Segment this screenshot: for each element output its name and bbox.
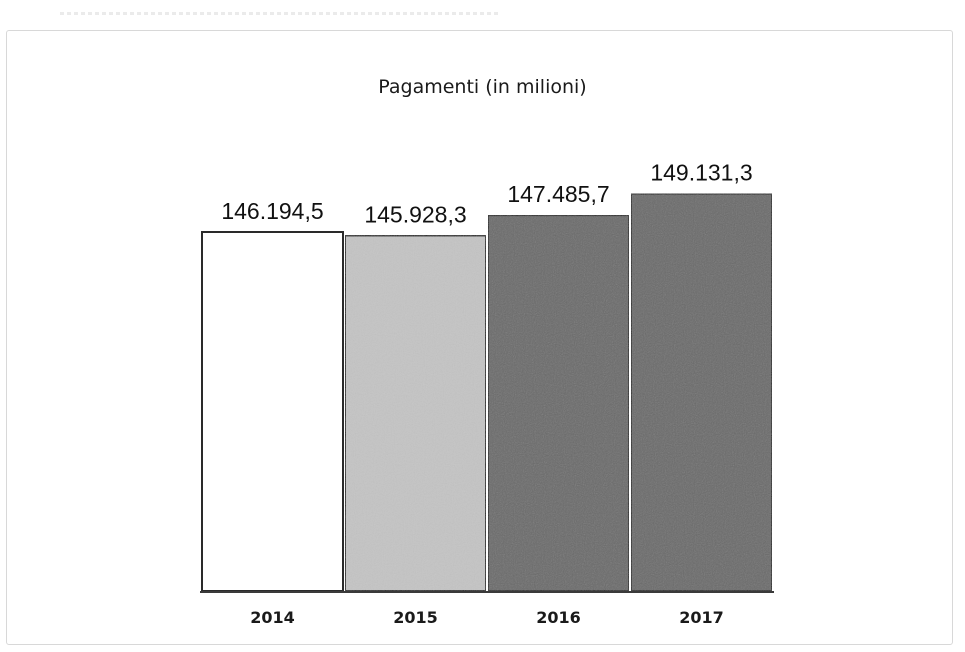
bar-2017 [630,192,773,592]
x-tick-2015: 2015 [393,608,438,627]
value-label-2017: 149.131,3 [650,160,752,186]
value-label-2016: 147.485,7 [507,181,609,207]
chart-title: Pagamenti (in milioni) [378,76,587,98]
scan-artifact [60,12,500,15]
bar-2015 [344,234,487,592]
x-tick-2017: 2017 [679,608,724,627]
x-tick-2016: 2016 [536,608,581,627]
chart-frame [6,30,953,645]
x-tick-labels-group: 2014 2015 2016 2017 [250,608,724,627]
value-label-2014: 146.194,5 [221,198,323,224]
bars-group [201,192,773,592]
value-label-2015: 145.928,3 [364,201,466,227]
x-tick-2014: 2014 [250,608,295,627]
bar-2016 [487,214,630,592]
bar-2014 [201,231,344,592]
value-labels-group: 146.194,5 145.928,3 147.485,7 149.131,3 [221,160,752,228]
